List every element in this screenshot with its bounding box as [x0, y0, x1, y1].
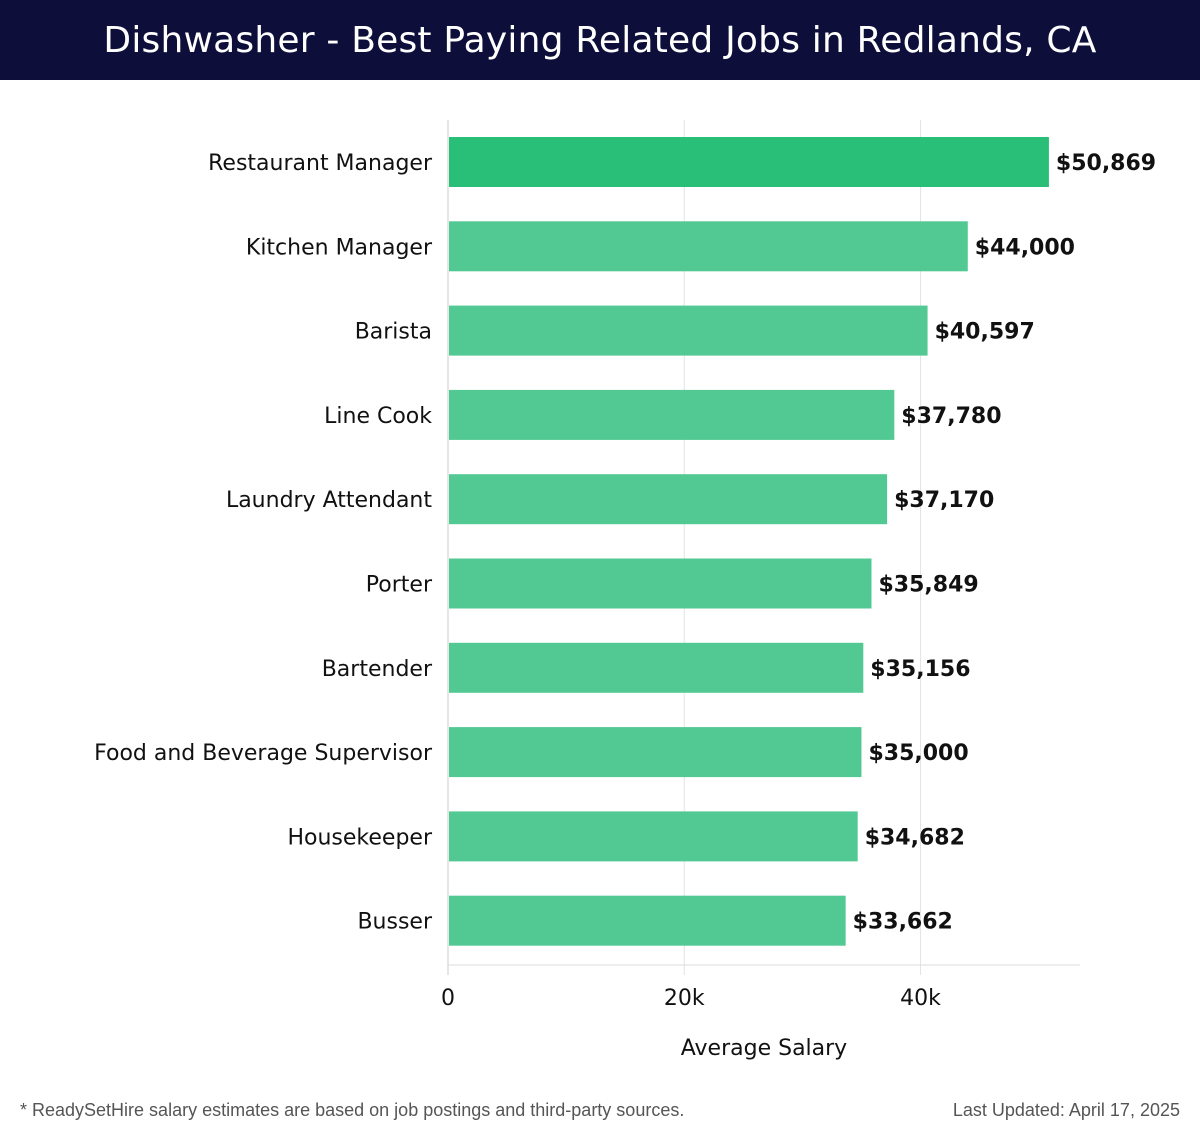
bar [449, 305, 928, 356]
x-tick-label: 40k [900, 986, 941, 1011]
category-label: Bartender [322, 657, 433, 682]
bar-chart: 0 20k 40k Restaurant Manager $50,869 Kitchen … [94, 120, 1156, 1061]
last-updated: Last Updated: April 17, 2025 [952, 1100, 1180, 1120]
value-label: $35,849 [878, 573, 978, 598]
x-tick-label: 20k [664, 986, 705, 1011]
value-label: $37,780 [901, 404, 1001, 429]
category-label: Barista [355, 320, 432, 345]
category-label: Restaurant Manager [208, 151, 433, 176]
value-label: $34,682 [865, 825, 965, 850]
footer-note: * ReadySetHire salary estimates are base… [20, 1100, 685, 1120]
value-label: $35,000 [868, 741, 968, 766]
bar [449, 221, 968, 272]
chart-header: Dishwasher - Best Paying Related Jobs in… [0, 0, 1200, 80]
bar [449, 895, 846, 946]
category-label: Food and Beverage Supervisor [94, 741, 433, 766]
category-label: Laundry Attendant [226, 488, 432, 513]
category-label: Housekeeper [287, 825, 432, 850]
value-label: $33,662 [853, 910, 953, 935]
bar [449, 137, 1049, 187]
bar [449, 727, 862, 778]
x-tick-label: 0 [441, 986, 455, 1011]
bar [449, 642, 864, 693]
value-label: $44,000 [975, 235, 1075, 260]
category-label: Porter [366, 573, 433, 598]
chart-title: Dishwasher - Best Paying Related Jobs in… [103, 19, 1097, 61]
value-label: $50,869 [1056, 151, 1156, 176]
category-label: Kitchen Manager [246, 235, 433, 260]
bar [449, 389, 895, 440]
x-axis-title: Average Salary [681, 1036, 847, 1061]
bar [449, 811, 858, 862]
category-label: Line Cook [324, 404, 432, 429]
value-label: $37,170 [894, 488, 994, 513]
category-label: Busser [357, 910, 432, 935]
bar [449, 558, 872, 609]
value-label: $35,156 [870, 657, 970, 682]
value-label: $40,597 [935, 320, 1035, 345]
bar [449, 474, 888, 525]
